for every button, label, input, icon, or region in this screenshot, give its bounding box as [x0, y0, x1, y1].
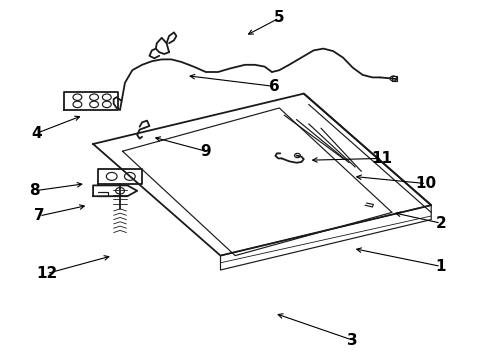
Text: 11: 11 — [372, 151, 392, 166]
Text: 12: 12 — [36, 266, 57, 281]
Text: 10: 10 — [416, 176, 437, 191]
Text: 9: 9 — [200, 144, 211, 159]
Text: 8: 8 — [29, 183, 40, 198]
Text: 3: 3 — [347, 333, 358, 348]
Text: 2: 2 — [436, 216, 446, 231]
Text: 7: 7 — [34, 208, 45, 224]
Text: 5: 5 — [274, 10, 285, 26]
Text: 6: 6 — [269, 79, 280, 94]
Text: 1: 1 — [436, 259, 446, 274]
Text: 4: 4 — [31, 126, 42, 141]
